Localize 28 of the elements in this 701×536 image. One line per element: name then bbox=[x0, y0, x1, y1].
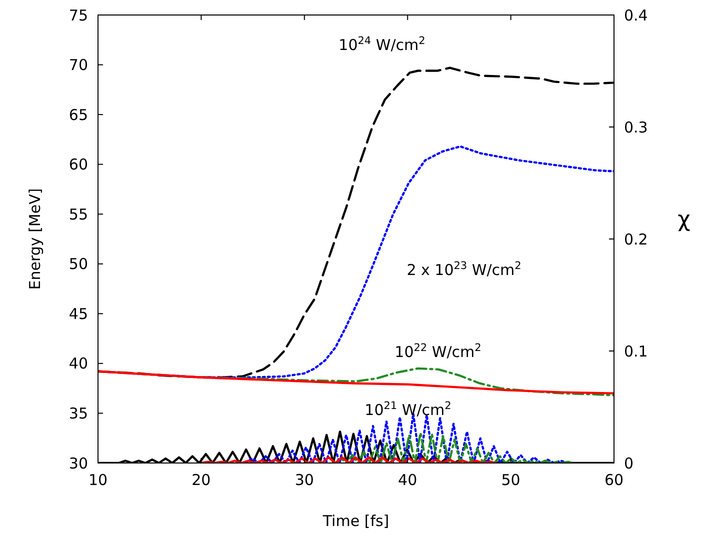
y2-tick-label: 0 bbox=[624, 454, 634, 472]
y2-tick-label: 0.4 bbox=[624, 6, 648, 24]
x-tick-label: 60 bbox=[604, 471, 624, 489]
y2-tick-label: 0.2 bbox=[624, 230, 648, 248]
y-tick-label: 65 bbox=[68, 106, 88, 124]
y-tick-label: 40 bbox=[68, 354, 88, 373]
y2-tick-label: 0.1 bbox=[624, 342, 648, 360]
y-tick-label: 70 bbox=[68, 56, 88, 74]
y-tick-label: 50 bbox=[68, 255, 88, 274]
series-label: 2 x 10$^{23}$ W/cm$^{2}$ bbox=[406, 260, 522, 279]
x-tick-label: 50 bbox=[501, 471, 520, 489]
y-tick-label: 60 bbox=[68, 156, 88, 174]
x-tick-label: 20 bbox=[192, 471, 211, 489]
x-tick-label: 30 bbox=[294, 471, 314, 489]
y-tick-label: 30 bbox=[68, 454, 88, 472]
x-tick-label: 10 bbox=[88, 471, 108, 489]
y-axis-title: Energy [MeV] bbox=[26, 188, 44, 290]
y-tick-label: 55 bbox=[68, 205, 88, 224]
x-tick-label: 40 bbox=[398, 471, 418, 489]
series-label: 10$^{21}$ W/cm$^{2}$ bbox=[364, 400, 452, 419]
y-tick-label: 75 bbox=[68, 6, 88, 24]
y-tick-label: 35 bbox=[68, 404, 88, 422]
y2-axis-title: χ bbox=[678, 208, 691, 233]
legend-label: 10$^{24}$ W/cm$^{2}$ bbox=[338, 35, 426, 54]
y-tick-label: 45 bbox=[68, 304, 88, 323]
series-label: 10$^{22}$ W/cm$^{2}$ bbox=[394, 342, 482, 361]
y2-tick-label: 0.3 bbox=[624, 118, 648, 136]
x-axis-title: Time [fs] bbox=[322, 512, 390, 530]
